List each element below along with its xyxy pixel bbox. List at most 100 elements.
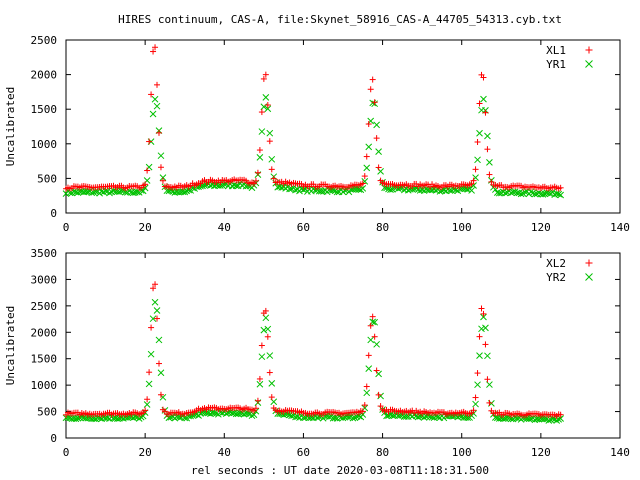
y-tick-label: 500 (37, 406, 57, 419)
x-tick-label: 20 (139, 446, 152, 459)
y-axis-label: Uncalibrated (4, 87, 17, 166)
data-point-XL1 (252, 177, 259, 184)
x-tick-label: 140 (610, 221, 630, 234)
data-point-XL2 (476, 333, 483, 340)
data-point-XL2 (478, 305, 485, 312)
data-point-YR1 (106, 189, 113, 197)
data-point-YR2 (157, 369, 165, 377)
data-point-YR1 (232, 182, 240, 190)
data-point-YR2 (145, 380, 153, 388)
data-point-XL2 (371, 333, 378, 340)
legend-marker (585, 259, 593, 267)
data-point-XL1 (468, 180, 475, 187)
data-point-YR1 (262, 94, 270, 101)
x-tick-label: 120 (531, 221, 551, 234)
data-point-XL1 (146, 138, 153, 145)
data-point-YR1 (151, 95, 159, 103)
data-point-XL2 (377, 403, 384, 410)
x-tick-label: 40 (218, 221, 231, 234)
data-point-XL2 (258, 342, 265, 349)
data-point-XL2 (155, 360, 162, 367)
data-point-YR1 (268, 155, 276, 163)
data-point-YR2 (373, 340, 380, 348)
data-point-YR2 (331, 414, 339, 422)
data-point-XL2 (367, 322, 374, 329)
data-point-XL1 (144, 167, 151, 174)
y-tick-label: 0 (50, 207, 57, 220)
data-point-YR1 (557, 191, 564, 199)
data-point-XL1 (369, 76, 376, 83)
data-point-XL1 (361, 173, 368, 180)
data-point-XL1 (375, 164, 382, 171)
data-point-XL1 (150, 48, 157, 55)
data-point-XL2 (557, 411, 564, 418)
data-point-YR1 (513, 189, 521, 197)
x-tick-label: 60 (297, 221, 310, 234)
data-point-XL2 (146, 369, 153, 376)
data-point-YR1 (159, 174, 167, 181)
data-point-YR1 (179, 188, 187, 196)
chart-panel-bottom: 0 20 40 60 80 100 120 140 0 500 1000 1500 2000 2500 30… (4, 247, 630, 459)
data-point-YR2 (365, 365, 373, 372)
data-point-XL2 (375, 391, 382, 398)
data-point-XL1 (365, 121, 372, 128)
plot-frame (65, 252, 621, 439)
data-point-XL1 (371, 99, 378, 106)
data-point-XL2 (262, 307, 269, 314)
data-point-XL2 (254, 397, 261, 404)
x-tick-label: 120 (531, 446, 551, 459)
data-point-YR2 (371, 318, 379, 326)
data-point-YR2 (256, 380, 264, 388)
data-point-YR1 (474, 156, 481, 164)
data-point-YR1 (333, 188, 341, 196)
data-point-XL1 (264, 102, 271, 109)
data-point-XL1 (367, 86, 374, 93)
data-point-XL1 (486, 171, 493, 178)
data-point-XL1 (476, 100, 483, 107)
data-point-YR1 (256, 153, 264, 161)
data-point-YR2 (476, 352, 483, 359)
data-point-XL1 (359, 180, 366, 187)
y-tick-label: 2000 (31, 69, 58, 82)
data-point-YR1 (373, 121, 380, 129)
y-tick-label: 3500 (31, 247, 58, 260)
y-tick-label: 0 (50, 432, 57, 445)
data-point-XL1 (557, 184, 564, 191)
x-tick-label: 140 (610, 446, 630, 459)
legend-label: YR1 (546, 58, 566, 71)
data-point-YR2 (474, 381, 481, 389)
legend-label: XL1 (546, 44, 566, 57)
data-point-XL1 (142, 181, 149, 188)
data-point-YR1 (238, 182, 246, 189)
x-tick-label: 100 (452, 446, 472, 459)
data-point-XL2 (264, 333, 271, 340)
data-point-XL1 (258, 109, 265, 116)
data-point-XL2 (154, 315, 161, 322)
data-point-YR2 (149, 315, 157, 323)
y-tick-label: 2500 (31, 300, 58, 313)
data-point-YR2 (553, 417, 561, 424)
data-point-YR1 (495, 189, 503, 197)
data-point-XL1 (472, 166, 479, 173)
data-point-XL1 (155, 129, 162, 136)
legend-marker (585, 273, 593, 281)
data-point-YR2 (153, 307, 161, 314)
plot-frame (65, 39, 621, 214)
data-point-XL1 (482, 109, 489, 116)
data-point-XL2 (486, 399, 493, 406)
x-tick-label: 80 (376, 446, 389, 459)
y-axis-label: Uncalibrated (4, 306, 17, 385)
y-tick-label: 2500 (31, 34, 58, 47)
y-tick-label: 1000 (31, 379, 58, 392)
data-point-YR2 (211, 409, 218, 417)
data-point-YR2 (207, 410, 214, 418)
data-point-XL1 (270, 175, 277, 182)
data-point-XL2 (268, 394, 275, 401)
data-point-XL2 (157, 391, 164, 398)
data-point-YR2 (264, 325, 272, 333)
data-point-XL2 (373, 367, 380, 374)
data-point-YR2 (363, 389, 371, 397)
data-point-YR1 (365, 143, 373, 151)
data-point-YR1 (486, 159, 493, 166)
data-point-XL2 (252, 405, 259, 412)
